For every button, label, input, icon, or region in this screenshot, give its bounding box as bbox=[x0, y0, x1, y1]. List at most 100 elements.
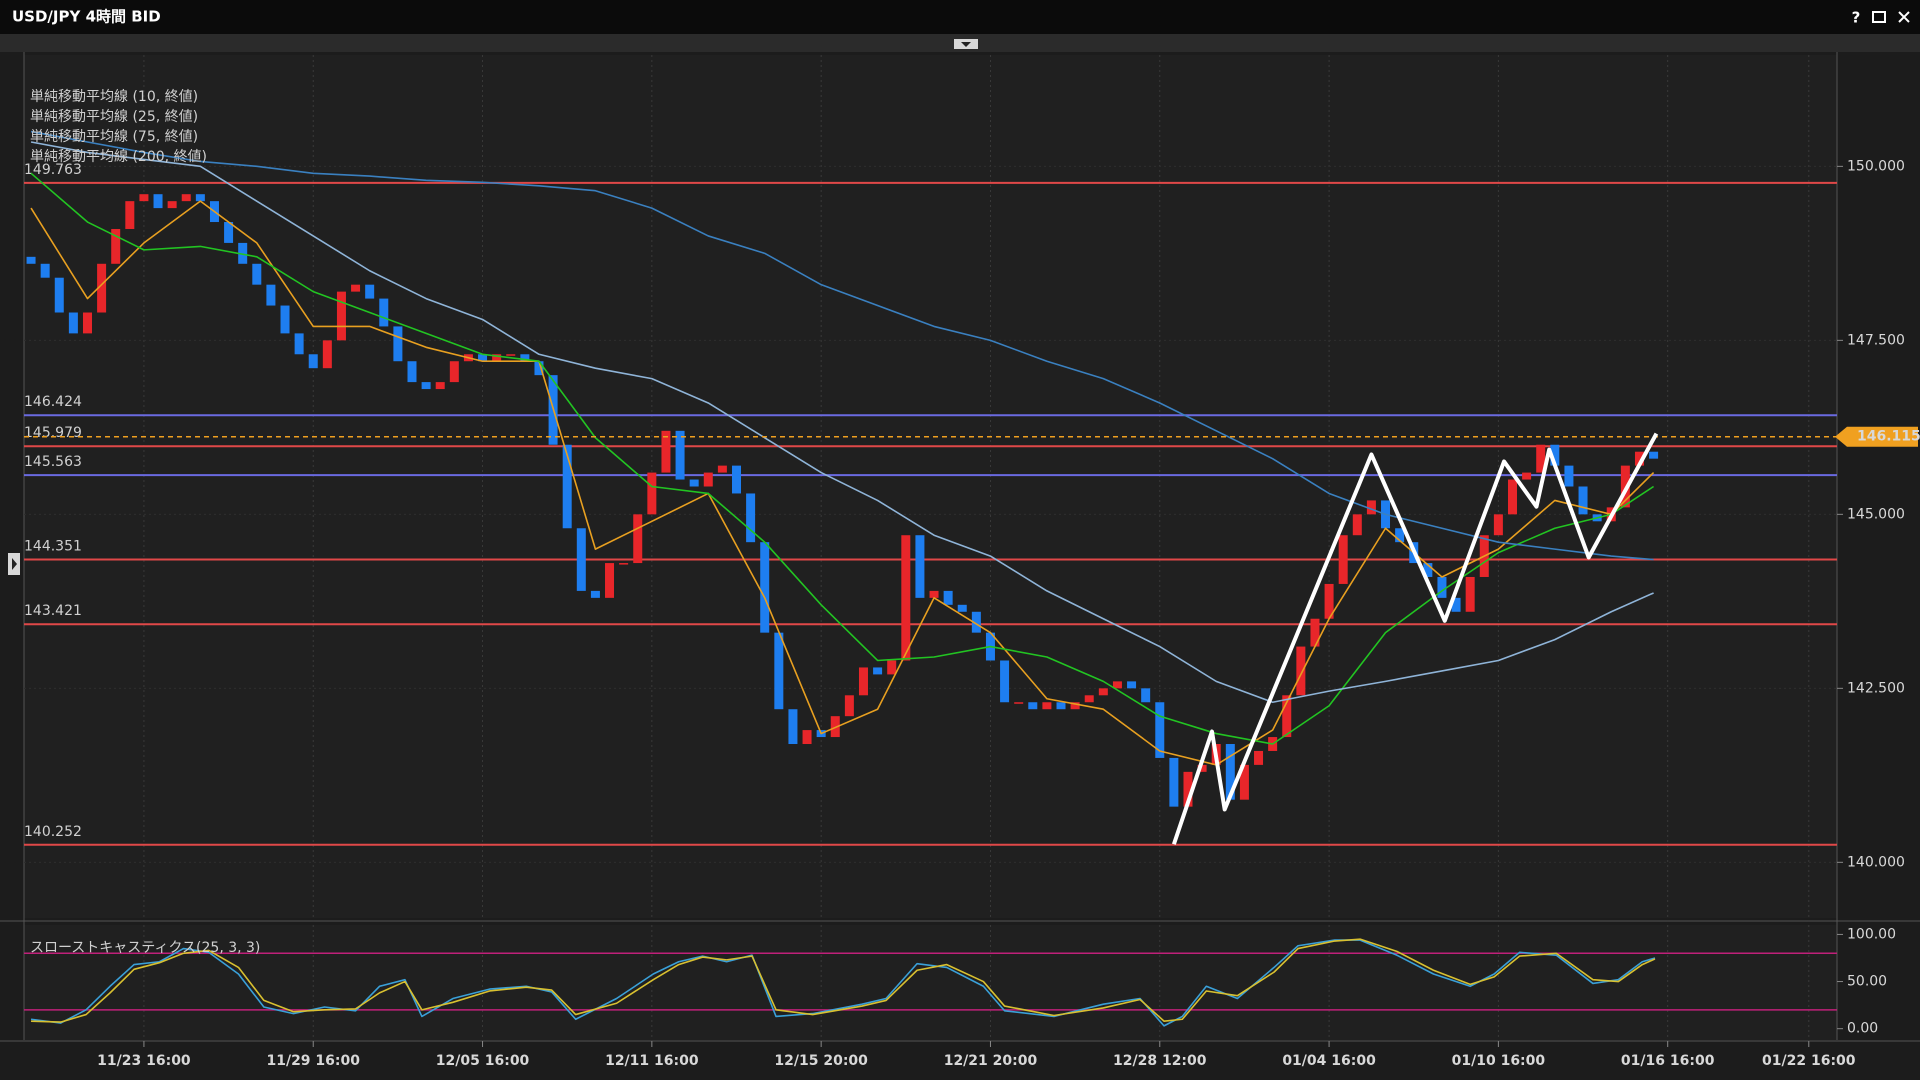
candle bbox=[125, 201, 135, 229]
price-panel: 149.763 146.424 145.979 145.563 144.351 143.4… bbox=[24, 55, 1837, 918]
candle bbox=[82, 312, 92, 334]
level-label: 145.979 bbox=[24, 425, 82, 441]
candle bbox=[26, 256, 36, 264]
candle bbox=[40, 263, 50, 278]
candle bbox=[1465, 576, 1475, 612]
zigzag-annotation bbox=[1171, 432, 1659, 845]
help-button[interactable]: ? bbox=[1852, 9, 1861, 27]
x-tick-label: 12/05 16:00 bbox=[436, 1053, 530, 1069]
candle bbox=[252, 263, 262, 285]
candle bbox=[1084, 695, 1094, 703]
candle bbox=[1324, 583, 1334, 619]
candle bbox=[746, 493, 756, 543]
candle bbox=[1395, 528, 1405, 543]
candle bbox=[266, 284, 276, 306]
legend-label: 単純移動平均線 (25, 終値) bbox=[30, 109, 198, 125]
moving-average bbox=[30, 172, 1655, 745]
candle bbox=[858, 667, 868, 696]
candle bbox=[167, 201, 177, 209]
candle bbox=[294, 333, 304, 355]
candle bbox=[421, 382, 431, 390]
y-tick-label: 100.00 bbox=[1847, 926, 1896, 942]
candle bbox=[1451, 597, 1461, 612]
candle bbox=[308, 354, 318, 369]
candle bbox=[957, 604, 967, 612]
y-tick-label: 147.500 bbox=[1847, 332, 1905, 348]
candle bbox=[97, 263, 107, 313]
candle bbox=[1014, 702, 1024, 704]
candle bbox=[1310, 618, 1320, 647]
legend-label: 単純移動平均線 (200, 終値) bbox=[30, 149, 207, 165]
legend-label: 単純移動平均線 (10, 終値) bbox=[30, 89, 198, 105]
candle bbox=[1169, 757, 1179, 807]
candle bbox=[717, 465, 727, 473]
candle bbox=[619, 563, 629, 565]
level-label: 143.421 bbox=[24, 603, 82, 619]
candle bbox=[802, 730, 812, 745]
candle bbox=[520, 354, 530, 362]
candle bbox=[449, 361, 459, 383]
y-tick-label: 50.00 bbox=[1847, 974, 1887, 990]
candle bbox=[280, 305, 290, 334]
maximize-button[interactable] bbox=[1872, 11, 1886, 23]
level-label: 140.252 bbox=[24, 824, 82, 840]
candle bbox=[1352, 514, 1362, 536]
candle bbox=[195, 194, 205, 202]
candle bbox=[1437, 576, 1447, 598]
candle bbox=[181, 194, 191, 202]
candle bbox=[788, 709, 798, 745]
candle bbox=[1112, 681, 1122, 689]
candle bbox=[1493, 514, 1503, 536]
candle bbox=[1056, 702, 1066, 710]
candle bbox=[1296, 646, 1306, 696]
candle bbox=[111, 228, 121, 264]
candle bbox=[534, 361, 544, 376]
candle bbox=[1507, 479, 1517, 515]
candle bbox=[1423, 563, 1433, 577]
candle bbox=[1578, 486, 1588, 515]
candle bbox=[506, 354, 516, 356]
candle bbox=[1634, 451, 1644, 466]
candle bbox=[732, 465, 742, 494]
x-tick-label: 01/16 16:00 bbox=[1621, 1053, 1715, 1069]
stoch-panel bbox=[24, 925, 1837, 1040]
candle bbox=[336, 291, 346, 341]
candle bbox=[153, 194, 163, 209]
candle bbox=[1254, 750, 1264, 765]
candle bbox=[901, 535, 911, 661]
level-label: 145.563 bbox=[24, 454, 82, 470]
y-tick-label: 145.000 bbox=[1847, 506, 1905, 522]
candle bbox=[647, 472, 657, 515]
candle bbox=[887, 660, 897, 675]
legend-label: 単純移動平均線 (75, 終値) bbox=[30, 129, 198, 145]
x-tick-label: 11/23 16:00 bbox=[97, 1053, 191, 1069]
level-label: 149.763 bbox=[24, 162, 82, 178]
candle bbox=[1225, 744, 1235, 800]
candle bbox=[1042, 702, 1052, 710]
candle bbox=[1098, 688, 1108, 696]
candle bbox=[407, 361, 417, 383]
candle bbox=[1282, 695, 1292, 738]
indicator-title: スローストキャスティクス(25, 3, 3) bbox=[30, 940, 260, 956]
candle bbox=[1338, 535, 1348, 584]
candle bbox=[139, 194, 149, 202]
candle bbox=[1000, 660, 1010, 703]
close-button[interactable] bbox=[1898, 11, 1910, 23]
candle bbox=[703, 472, 713, 487]
candle bbox=[1366, 500, 1376, 515]
last-price-label: 146.115 bbox=[1857, 429, 1920, 445]
candle bbox=[238, 242, 248, 264]
candle bbox=[689, 479, 699, 487]
candle bbox=[675, 430, 685, 480]
x-tick-label: 12/15 20:00 bbox=[774, 1053, 868, 1069]
x-tick-label: 11/29 16:00 bbox=[266, 1053, 360, 1069]
candle bbox=[351, 284, 361, 292]
x-tick-label: 01/10 16:00 bbox=[1452, 1053, 1546, 1069]
candle bbox=[873, 667, 883, 675]
y-tick-label: 150.000 bbox=[1847, 158, 1905, 174]
y-tick-label: 142.500 bbox=[1847, 680, 1905, 696]
stoch-line bbox=[31, 938, 1656, 1023]
candle bbox=[1070, 702, 1080, 710]
candle bbox=[1649, 451, 1659, 459]
